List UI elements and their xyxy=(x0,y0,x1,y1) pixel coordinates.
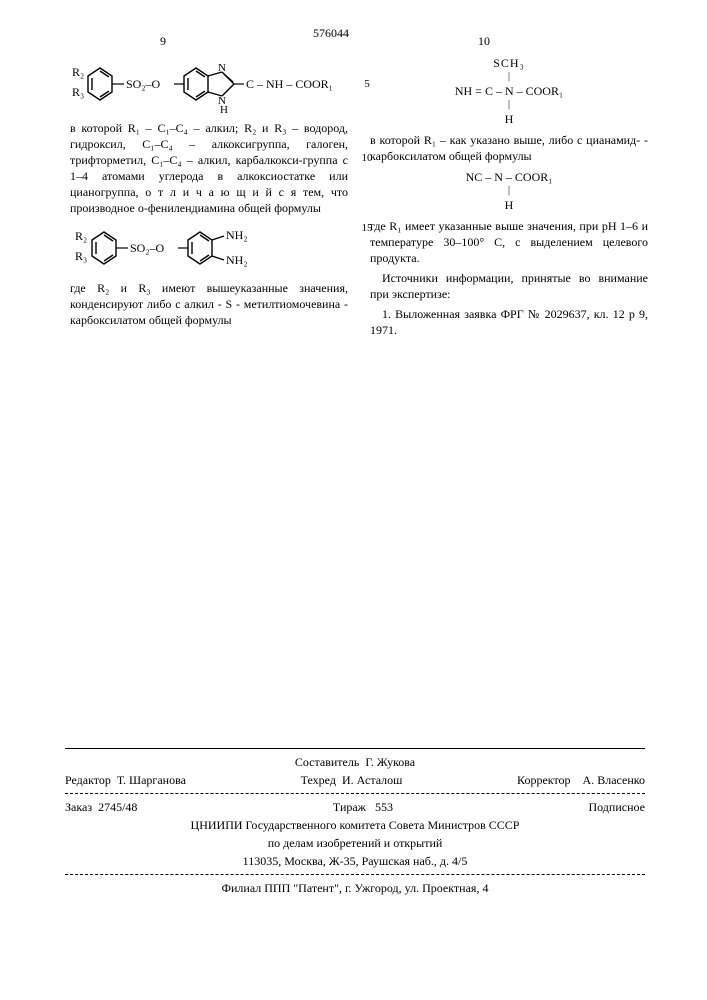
editor-name: Т. Шарганова xyxy=(117,773,186,787)
formula2-nh2b: NH₂ xyxy=(226,253,248,267)
formula2-r3-label: R₃ xyxy=(75,249,87,263)
left-page-number: 9 xyxy=(160,34,166,49)
techred-label: Техред xyxy=(301,773,336,787)
formula-so2o: SO₂–O xyxy=(126,77,161,91)
compiler-name: Г. Жукова xyxy=(365,755,415,769)
editor-label: Редактор xyxy=(65,773,111,787)
left-paragraph-2: где R₂ и R₃ имеют вышеуказанные значения… xyxy=(70,280,348,328)
right-paragraph-1: в которой R₁ – как указано выше, либо с … xyxy=(370,132,648,164)
order-value: 2745/48 xyxy=(98,800,137,814)
subscription-label: Подписное xyxy=(588,798,645,816)
right-page-number: 10 xyxy=(478,34,490,49)
corrector-label: Корректор xyxy=(517,773,571,787)
chem-formula-2: R₂ R₃ SO₂–O NH₂ NH₂ xyxy=(70,222,348,274)
svg-text:N: N xyxy=(218,62,226,74)
corrector-name: А. Власенко xyxy=(583,773,645,787)
formula-tail: C – NH – COOR₁ xyxy=(246,77,333,91)
svg-text:H: H xyxy=(220,104,228,114)
f3-line2: NH = C – N – COOR₁ xyxy=(370,84,648,98)
footer-branch: Филиал ППП "Патент", г. Ужгород, ул. Про… xyxy=(65,879,645,897)
footer-address: 113035, Москва, Ж-35, Раушская наб., д. … xyxy=(65,852,645,870)
right-paragraph-3: Источники информации, принятые во вниман… xyxy=(370,270,648,302)
techred-name: И. Асталош xyxy=(342,773,402,787)
f3-line3: H xyxy=(370,112,648,126)
right-paragraph-4: 1. Выложенная заявка ФРГ № 2029637, кл. … xyxy=(370,306,648,338)
footer-org1: ЦНИИПИ Государственного комитета Совета … xyxy=(65,816,645,834)
compiler-label: Составитель xyxy=(295,755,359,769)
formula-r2-label: R₂ xyxy=(72,65,84,79)
f3-line1: SCH₃ xyxy=(439,56,579,70)
footer-org2: по делам изобретений и открытий xyxy=(65,834,645,852)
footer-rule-top xyxy=(65,748,645,749)
f4-line2: H xyxy=(370,198,648,212)
order-label: Заказ xyxy=(65,800,92,814)
left-column: R₂ R₃ SO₂–O xyxy=(70,50,348,332)
formula2-so2o: SO₂–O xyxy=(130,241,165,255)
left-paragraph-1: в которой R₁ – C₁–C₄ – алкил; R₂ и R₃ – … xyxy=(70,120,348,216)
chem-formula-3: SCH₃ | NH = C – N – COOR₁ | H xyxy=(370,56,648,126)
formula2-r2-label: R₂ xyxy=(75,229,87,243)
chem-formula-4: NC – N – COOR₁ | H xyxy=(370,170,648,212)
f4-line1: NC – N – COOR₁ xyxy=(370,170,648,184)
right-paragraph-2: где R₁ имеет указанные выше значения, пр… xyxy=(370,218,648,266)
footer-block: Составитель Г. Жукова Редактор Т. Шарган… xyxy=(65,748,645,897)
tirage-label: Тираж xyxy=(333,800,366,814)
tirage-value: 553 xyxy=(375,800,393,814)
footer-rule-mid1 xyxy=(65,793,645,794)
chem-formula-1: R₂ R₃ SO₂–O xyxy=(70,56,348,114)
right-column: SCH₃ | NH = C – N – COOR₁ | H в которой … xyxy=(370,50,648,342)
footer-rule-mid2 xyxy=(65,874,645,875)
formula2-nh2a: NH₂ xyxy=(226,228,248,242)
patent-number: 576044 xyxy=(313,26,349,41)
formula-r3-label: R₃ xyxy=(72,85,84,99)
